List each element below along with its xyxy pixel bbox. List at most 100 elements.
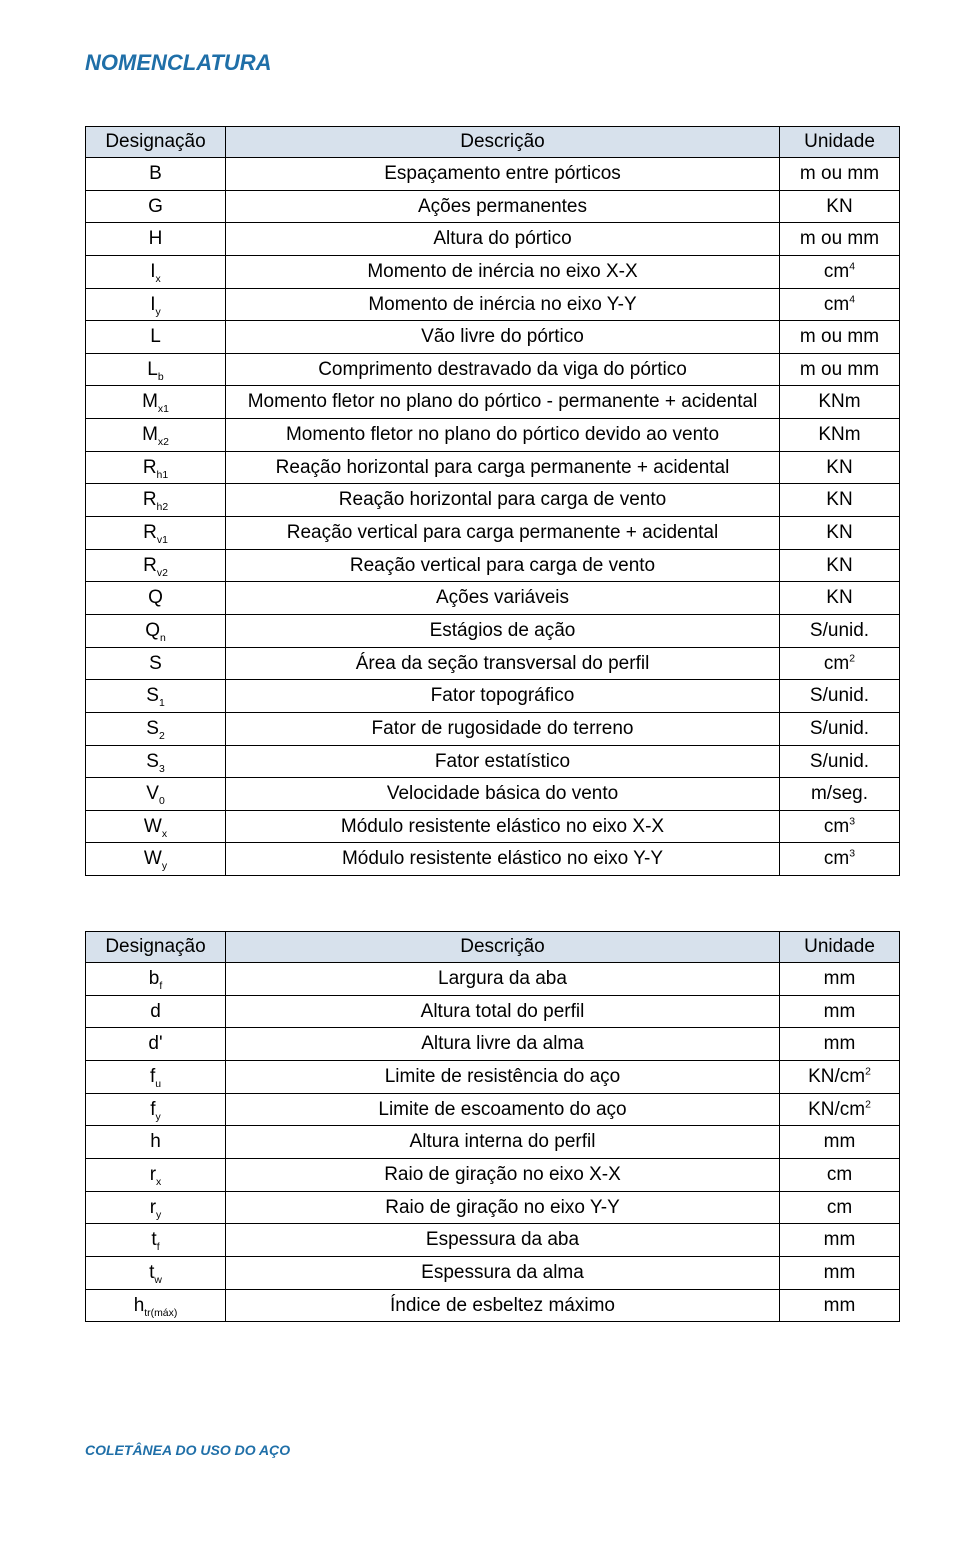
unit-cell: KNm <box>780 419 900 452</box>
description-cell: Espaçamento entre pórticos <box>226 158 780 191</box>
description-cell: Altura interna do perfil <box>226 1126 780 1159</box>
symbol-cell: fy <box>86 1093 226 1126</box>
symbol-cell: Wx <box>86 810 226 843</box>
table-row: S3Fator estatísticoS/unid. <box>86 745 900 778</box>
page-footer: COLETÂNEA DO USO DO AÇO <box>85 1442 900 1458</box>
nomenclature-table-1: Designação Descrição Unidade BEspaçament… <box>85 126 900 876</box>
table-row: Rh2Reação horizontal para carga de vento… <box>86 484 900 517</box>
description-cell: Espessura da aba <box>226 1224 780 1257</box>
description-cell: Módulo resistente elástico no eixo Y-Y <box>226 843 780 876</box>
symbol-cell: H <box>86 223 226 256</box>
table-2-body: bfLargura da abammdAltura total do perfi… <box>86 963 900 1322</box>
symbol-cell: Rv2 <box>86 549 226 582</box>
table-row: GAções permanentesKN <box>86 190 900 223</box>
description-cell: Momento de inércia no eixo X-X <box>226 255 780 288</box>
unit-cell: mm <box>780 1126 900 1159</box>
table-1-header-symbol: Designação <box>86 127 226 158</box>
description-cell: Altura livre da alma <box>226 1028 780 1061</box>
unit-cell: KN/cm2 <box>780 1061 900 1094</box>
description-cell: Velocidade básica do vento <box>226 778 780 811</box>
table-row: WyMódulo resistente elástico no eixo Y-Y… <box>86 843 900 876</box>
table-row: LbComprimento destravado da viga do pórt… <box>86 353 900 386</box>
unit-cell: S/unid. <box>780 745 900 778</box>
table-1-header-unit: Unidade <box>780 127 900 158</box>
table-row: tfEspessura da abamm <box>86 1224 900 1257</box>
table-row: LVão livre do pórticom ou mm <box>86 321 900 354</box>
description-cell: Índice de esbeltez máximo <box>226 1289 780 1322</box>
table-row: WxMódulo resistente elástico no eixo X-X… <box>86 810 900 843</box>
table-row: QnEstágios de açãoS/unid. <box>86 614 900 647</box>
unit-cell: cm2 <box>780 647 900 680</box>
unit-cell: KN <box>780 582 900 615</box>
description-cell: Momento fletor no plano do pórtico devid… <box>226 419 780 452</box>
symbol-cell: ry <box>86 1191 226 1224</box>
unit-cell: KNm <box>780 386 900 419</box>
unit-cell: m ou mm <box>780 223 900 256</box>
page-title: NOMENCLATURA <box>85 50 900 76</box>
unit-cell: mm <box>780 1224 900 1257</box>
description-cell: Fator de rugosidade do terreno <box>226 712 780 745</box>
unit-cell: S/unid. <box>780 712 900 745</box>
description-cell: Módulo resistente elástico no eixo X-X <box>226 810 780 843</box>
unit-cell: S/unid. <box>780 680 900 713</box>
description-cell: Limite de escoamento do aço <box>226 1093 780 1126</box>
unit-cell: m ou mm <box>780 321 900 354</box>
table-row: S1Fator topográficoS/unid. <box>86 680 900 713</box>
symbol-cell: B <box>86 158 226 191</box>
table-row: SÁrea da seção transversal do perfilcm2 <box>86 647 900 680</box>
description-cell: Fator estatístico <box>226 745 780 778</box>
symbol-cell: fu <box>86 1061 226 1094</box>
symbol-cell: S <box>86 647 226 680</box>
symbol-cell: htr(máx) <box>86 1289 226 1322</box>
table-gap <box>85 876 900 931</box>
description-cell: Reação vertical para carga de vento <box>226 549 780 582</box>
table-row: S2Fator de rugosidade do terrenoS/unid. <box>86 712 900 745</box>
table-2-header-desc: Descrição <box>226 932 780 963</box>
symbol-cell: S1 <box>86 680 226 713</box>
description-cell: Raio de giração no eixo Y-Y <box>226 1191 780 1224</box>
description-cell: Área da seção transversal do perfil <box>226 647 780 680</box>
symbol-cell: bf <box>86 963 226 996</box>
unit-cell: mm <box>780 1256 900 1289</box>
description-cell: Largura da aba <box>226 963 780 996</box>
symbol-cell: Wy <box>86 843 226 876</box>
unit-cell: cm4 <box>780 255 900 288</box>
description-cell: Reação vertical para carga permanente + … <box>226 517 780 550</box>
description-cell: Momento fletor no plano do pórtico - per… <box>226 386 780 419</box>
symbol-cell: d <box>86 995 226 1028</box>
description-cell: Raio de giração no eixo X-X <box>226 1158 780 1191</box>
unit-cell: mm <box>780 995 900 1028</box>
description-cell: Altura do pórtico <box>226 223 780 256</box>
table-row: dAltura total do perfilmm <box>86 995 900 1028</box>
unit-cell: cm <box>780 1191 900 1224</box>
unit-cell: m ou mm <box>780 158 900 191</box>
unit-cell: KN <box>780 451 900 484</box>
unit-cell: m ou mm <box>780 353 900 386</box>
table-row: Mx2Momento fletor no plano do pórtico de… <box>86 419 900 452</box>
document-page: NOMENCLATURA Designação Descrição Unidad… <box>0 0 960 1488</box>
table-1-body: BEspaçamento entre pórticosm ou mmGAções… <box>86 158 900 876</box>
unit-cell: mm <box>780 1289 900 1322</box>
symbol-cell: Mx2 <box>86 419 226 452</box>
description-cell: Estágios de ação <box>226 614 780 647</box>
table-row: bfLargura da abamm <box>86 963 900 996</box>
table-row: htr(máx)Índice de esbeltez máximomm <box>86 1289 900 1322</box>
unit-cell: mm <box>780 1028 900 1061</box>
description-cell: Altura total do perfil <box>226 995 780 1028</box>
symbol-cell: S2 <box>86 712 226 745</box>
table-row: rxRaio de giração no eixo X-Xcm <box>86 1158 900 1191</box>
unit-cell: cm3 <box>780 810 900 843</box>
table-row: HAltura do pórticom ou mm <box>86 223 900 256</box>
table-row: Mx1Momento fletor no plano do pórtico - … <box>86 386 900 419</box>
symbol-cell: Ix <box>86 255 226 288</box>
symbol-cell: Qn <box>86 614 226 647</box>
table-row: BEspaçamento entre pórticosm ou mm <box>86 158 900 191</box>
table-row: QAções variáveisKN <box>86 582 900 615</box>
description-cell: Reação horizontal para carga permanente … <box>226 451 780 484</box>
symbol-cell: Lb <box>86 353 226 386</box>
table-row: Rv2Reação vertical para carga de ventoKN <box>86 549 900 582</box>
description-cell: Vão livre do pórtico <box>226 321 780 354</box>
symbol-cell: Q <box>86 582 226 615</box>
table-2-header-symbol: Designação <box>86 932 226 963</box>
unit-cell: cm3 <box>780 843 900 876</box>
